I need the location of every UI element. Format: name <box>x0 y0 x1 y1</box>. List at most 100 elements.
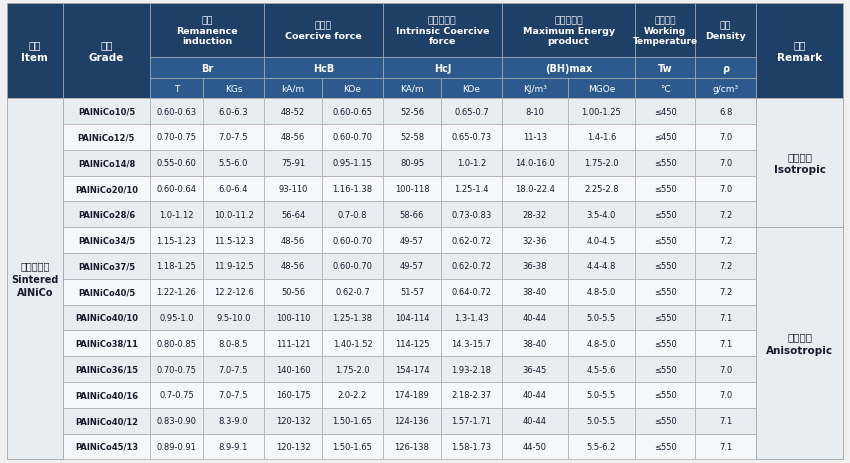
Bar <box>502 228 568 253</box>
Bar <box>756 228 843 459</box>
Text: ≤550: ≤550 <box>654 365 677 374</box>
Text: ≤550: ≤550 <box>654 313 677 322</box>
Text: 11-13: 11-13 <box>523 133 547 142</box>
Bar <box>63 150 150 176</box>
Bar <box>695 125 756 150</box>
Text: 5.0-5.5: 5.0-5.5 <box>586 390 616 400</box>
Text: 类别
Item: 类别 Item <box>21 40 48 63</box>
Bar <box>63 4 150 99</box>
Bar <box>502 176 568 202</box>
Bar <box>756 4 843 99</box>
Bar <box>441 176 502 202</box>
Bar <box>203 433 264 459</box>
Text: 1.0-1.2: 1.0-1.2 <box>456 159 486 168</box>
Bar <box>568 150 635 176</box>
Text: 52-56: 52-56 <box>400 107 424 116</box>
Text: HcB: HcB <box>313 63 334 74</box>
Text: 烧结铝镁魈
Sintered
AlNiCo: 烧结铝镁魈 Sintered AlNiCo <box>11 261 59 297</box>
Text: 1.57-1.71: 1.57-1.71 <box>451 416 491 425</box>
Text: PAINiCo40/10: PAINiCo40/10 <box>75 313 138 322</box>
Bar <box>322 253 383 279</box>
Text: PAINiCo20/10: PAINiCo20/10 <box>75 185 138 194</box>
Text: 8-10: 8-10 <box>525 107 544 116</box>
Text: 7.1: 7.1 <box>719 313 733 322</box>
Bar <box>441 150 502 176</box>
Bar <box>756 99 843 228</box>
Bar <box>322 99 383 125</box>
Text: 48-52: 48-52 <box>281 107 305 116</box>
Text: 1.25-1.4: 1.25-1.4 <box>454 185 489 194</box>
Text: 5.0-5.5: 5.0-5.5 <box>586 313 616 322</box>
Bar <box>150 99 203 125</box>
Bar <box>502 150 568 176</box>
Text: 0.7-0.8: 0.7-0.8 <box>337 210 367 219</box>
Text: 32-36: 32-36 <box>523 236 547 245</box>
Text: 5.5-6.2: 5.5-6.2 <box>586 442 616 451</box>
Bar <box>502 253 568 279</box>
Text: 1.00-1.25: 1.00-1.25 <box>581 107 621 116</box>
Text: 0.60-0.64: 0.60-0.64 <box>156 185 196 194</box>
Text: 8.3-9.0: 8.3-9.0 <box>218 416 248 425</box>
Text: 36-38: 36-38 <box>523 262 547 271</box>
Bar <box>635 305 695 331</box>
Bar <box>502 58 635 79</box>
Text: 0.62-0.72: 0.62-0.72 <box>451 262 491 271</box>
Bar <box>383 58 502 79</box>
Bar <box>150 253 203 279</box>
Text: ≤550: ≤550 <box>654 262 677 271</box>
Text: 0.70-0.75: 0.70-0.75 <box>156 365 196 374</box>
Text: 6.0-6.3: 6.0-6.3 <box>218 107 248 116</box>
Bar <box>203 382 264 408</box>
Text: 51-57: 51-57 <box>400 288 424 296</box>
Bar <box>441 305 502 331</box>
Bar <box>63 125 150 150</box>
Text: PAINiCo36/15: PAINiCo36/15 <box>75 365 138 374</box>
Bar <box>441 202 502 228</box>
Text: 48-56: 48-56 <box>280 262 305 271</box>
Bar <box>383 331 441 357</box>
Text: 各向异性
Anisotropic: 各向异性 Anisotropic <box>766 332 833 355</box>
Bar <box>695 253 756 279</box>
Bar <box>264 150 322 176</box>
Bar <box>502 408 568 433</box>
Text: PAINiCo28/6: PAINiCo28/6 <box>77 210 135 219</box>
Bar <box>63 176 150 202</box>
Text: 1.75-2.0: 1.75-2.0 <box>335 365 370 374</box>
Bar <box>568 433 635 459</box>
Text: 1.25-1.38: 1.25-1.38 <box>332 313 372 322</box>
Bar <box>383 253 441 279</box>
Text: 14.0-16.0: 14.0-16.0 <box>515 159 555 168</box>
Text: 0.60-0.70: 0.60-0.70 <box>332 262 372 271</box>
Text: ≤550: ≤550 <box>654 416 677 425</box>
Text: 18.0-22.4: 18.0-22.4 <box>515 185 555 194</box>
Text: 154-174: 154-174 <box>394 365 429 374</box>
Bar <box>695 176 756 202</box>
Bar <box>63 305 150 331</box>
Text: 0.83-0.90: 0.83-0.90 <box>156 416 196 425</box>
Text: 120-132: 120-132 <box>275 416 310 425</box>
Bar <box>264 228 322 253</box>
Bar <box>150 357 203 382</box>
Bar <box>322 279 383 305</box>
Bar <box>441 125 502 150</box>
Text: 7.0: 7.0 <box>719 133 733 142</box>
Bar <box>150 125 203 150</box>
Bar <box>695 305 756 331</box>
Bar <box>322 228 383 253</box>
Text: 0.62-0.72: 0.62-0.72 <box>451 236 491 245</box>
Text: 1.3-1.43: 1.3-1.43 <box>454 313 489 322</box>
Bar <box>502 305 568 331</box>
Bar <box>264 176 322 202</box>
Bar <box>264 408 322 433</box>
Bar <box>635 279 695 305</box>
Text: 7.2: 7.2 <box>719 210 733 219</box>
Bar <box>264 58 383 79</box>
Bar <box>568 176 635 202</box>
Text: 0.95-1.15: 0.95-1.15 <box>332 159 372 168</box>
Bar <box>322 408 383 433</box>
Text: 各向同性
Isotropic: 各向同性 Isotropic <box>774 152 825 175</box>
Bar <box>150 176 203 202</box>
Text: ≤550: ≤550 <box>654 236 677 245</box>
Text: 0.60-0.70: 0.60-0.70 <box>332 133 372 142</box>
Bar <box>635 253 695 279</box>
